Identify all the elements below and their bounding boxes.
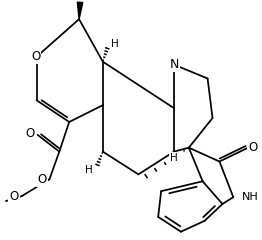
Text: O: O [9,190,19,203]
Text: N: N [169,58,179,71]
Polygon shape [77,2,83,19]
Text: H: H [111,39,118,49]
Text: O: O [31,50,40,63]
Text: H: H [170,153,178,162]
Text: O: O [248,141,258,154]
Text: O: O [25,127,35,140]
Text: O: O [37,173,46,186]
Text: H: H [85,165,93,175]
Text: NH: NH [242,192,259,202]
